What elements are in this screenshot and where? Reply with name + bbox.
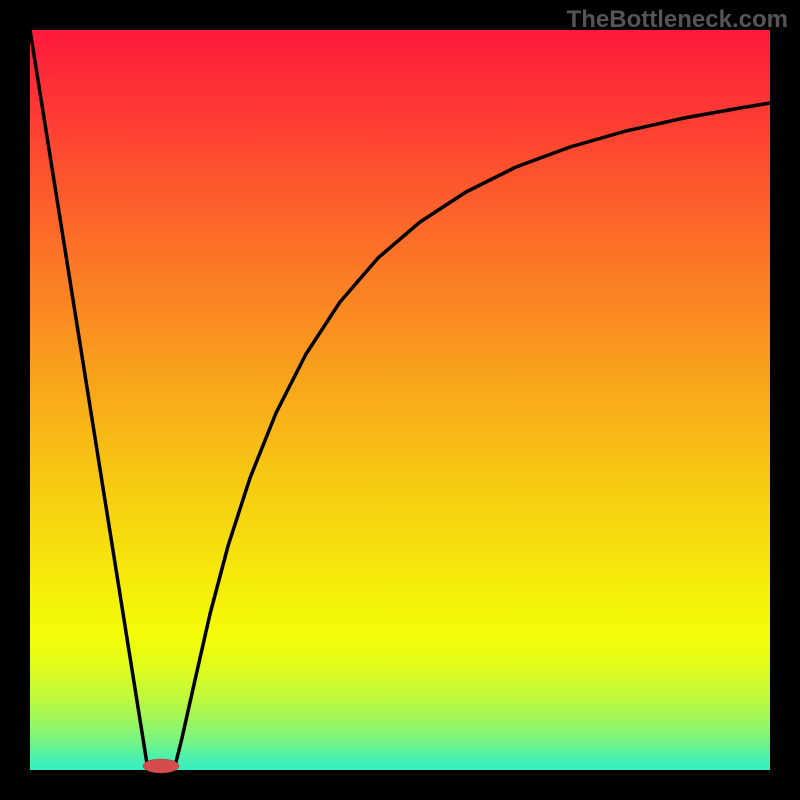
watermark: TheBottleneck.com	[567, 6, 788, 34]
chart-background-gradient	[30, 30, 770, 770]
chart-container: TheBottleneck.com	[0, 0, 800, 800]
bottleneck-chart	[0, 0, 800, 800]
minimum-marker	[143, 759, 179, 773]
